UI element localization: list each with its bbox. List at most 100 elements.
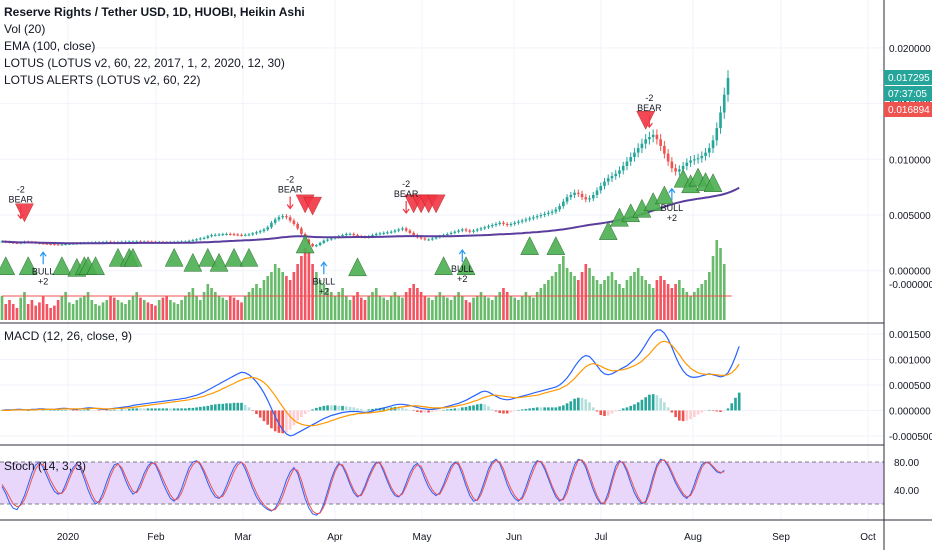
candle-body [535, 216, 539, 218]
volume-bar [449, 300, 453, 320]
candle-body [666, 153, 670, 162]
volume-bar [247, 292, 251, 320]
macd-hist-bar [457, 408, 460, 411]
candle-body [341, 235, 344, 237]
macd-hist-bar [659, 398, 662, 411]
macd-hist-bar [240, 402, 243, 411]
volume-bar [277, 268, 281, 320]
macd-hist-bar [199, 406, 202, 411]
volume-bar [689, 296, 692, 320]
candle-body [191, 240, 195, 242]
volume-bar [494, 296, 498, 320]
candle-body [206, 236, 210, 238]
candle-body [374, 233, 378, 236]
volume-bar [693, 292, 696, 320]
volume-bar [307, 252, 311, 320]
macd-hist-bar [580, 397, 584, 411]
candle-body [15, 242, 19, 244]
macd-hist-bar [453, 408, 457, 411]
macd-hist-bar [524, 408, 528, 411]
volume-bar [322, 284, 326, 320]
bull-triangle [0, 256, 16, 275]
volume-bar [498, 292, 502, 320]
volume-bar [547, 280, 550, 320]
x-tick: Sep [772, 532, 790, 543]
volume-bar [337, 292, 341, 320]
macd-hist-bar [696, 410, 700, 415]
volume-bar [573, 276, 576, 320]
macd-hist-bar [228, 403, 232, 411]
volume-bar [127, 300, 131, 320]
macd-hist-bar [60, 409, 64, 411]
volume-bar [591, 276, 595, 320]
volume-bar [23, 292, 26, 320]
candle-body [412, 232, 415, 236]
macd-hist-bar [636, 402, 640, 411]
volume-bar [221, 297, 225, 320]
bull-arrow-icon [39, 251, 47, 265]
x-tick: May [413, 532, 432, 543]
macd-hist-bar [397, 407, 400, 411]
macd-hist-bar [176, 408, 180, 411]
macd-hist-bar [251, 410, 255, 411]
volume-bar [195, 296, 198, 320]
bear-triangle [303, 196, 323, 216]
candles [0, 70, 730, 248]
stoch-band [0, 461, 884, 505]
bull-triangle [239, 247, 259, 267]
macd-hist-bar [737, 392, 741, 411]
macd-hist-bar [131, 408, 135, 411]
candle-body [251, 233, 255, 235]
volume-bar [202, 292, 206, 320]
macd-hist-bar [715, 410, 719, 412]
price-tag-bg [884, 102, 932, 118]
price-tag-label: 07:37:05 [888, 89, 927, 100]
volume-bar [663, 280, 666, 320]
volume-bar [502, 288, 505, 320]
candle-body [386, 232, 389, 234]
legend-lotus-alerts: LOTUS ALERTS (LOTUS v2, 60, 22) [4, 73, 201, 87]
bull-count-label: +2 [667, 213, 677, 223]
volume-bar [404, 292, 408, 320]
bear-label: BEAR [278, 185, 303, 195]
bull-count-label: +2 [319, 286, 329, 296]
volume-bar [232, 297, 236, 320]
bull-triangle [546, 236, 566, 255]
candle-body [460, 229, 464, 231]
volume-bar [300, 256, 303, 320]
volume-bar [666, 284, 670, 320]
legend-lotus: LOTUS (LOTUS v2, 60, 22, 2017, 1, 2, 202… [4, 56, 285, 70]
macd-hist-bar [277, 410, 281, 433]
candle-body [704, 152, 707, 156]
candle-body [292, 220, 296, 224]
candle-body [64, 243, 67, 245]
candle-body [322, 240, 326, 243]
candle-body [288, 217, 292, 221]
bull-count-label: +2 [457, 274, 467, 284]
macd-hist-bar [711, 410, 715, 411]
candle-body [685, 162, 689, 166]
macd-hist-bar [576, 397, 580, 411]
macd-hist-bar [678, 410, 681, 421]
macd-hist-bar [427, 410, 430, 413]
stoch-band-fill [0, 462, 884, 504]
bear-arrow-icon [286, 196, 294, 210]
candle-body [352, 233, 356, 236]
volume-bar [453, 296, 457, 320]
macd-hist-bar [618, 409, 621, 411]
price-tag-label: 0.016894 [888, 105, 930, 116]
macd-hist-bar [498, 410, 502, 413]
macd-hist-bar [734, 397, 737, 411]
macd-signal-line [2, 340, 740, 427]
candle-body [277, 217, 281, 220]
volume-bar [487, 297, 490, 320]
macd-hist-bar [296, 410, 299, 421]
candle-body [446, 233, 449, 236]
macd-hist-bar [730, 403, 734, 411]
volume-bar [367, 296, 371, 320]
candle-body [625, 161, 629, 166]
volume-bar [528, 296, 531, 320]
macd-hist-bar [142, 408, 146, 411]
volume-bar [520, 296, 524, 320]
